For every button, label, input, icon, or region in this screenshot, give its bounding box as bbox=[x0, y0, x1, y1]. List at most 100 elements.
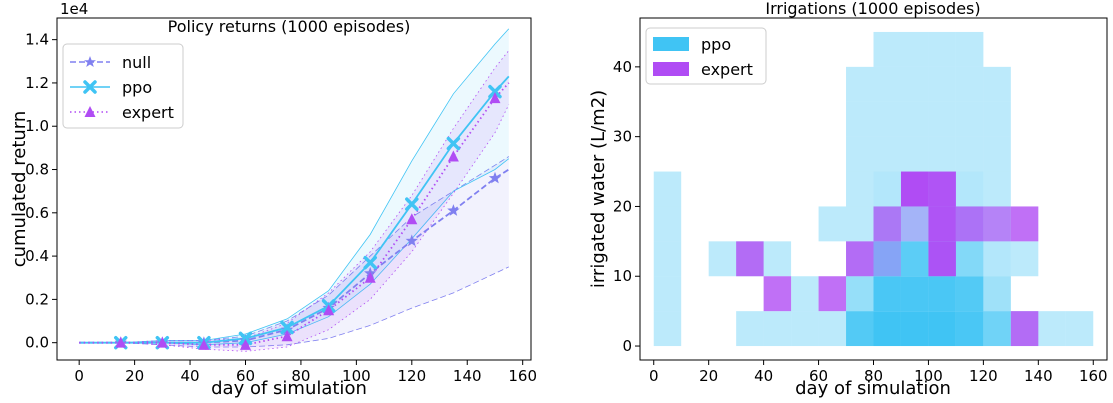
cell-ppo bbox=[955, 66, 984, 102]
cell-ppo bbox=[928, 311, 956, 347]
cell-ppo bbox=[1010, 241, 1039, 277]
cell-ppo bbox=[846, 206, 874, 242]
marker-expert bbox=[489, 92, 501, 104]
y-axis-label: cumulated return bbox=[9, 111, 30, 268]
legend-item-expert: expert bbox=[653, 60, 753, 79]
y-tick-label: 0.8 bbox=[25, 161, 49, 179]
cell-expert bbox=[1010, 206, 1039, 242]
cell-ppo bbox=[846, 276, 874, 312]
cell-ppo bbox=[763, 311, 792, 347]
cell-ppo bbox=[873, 101, 901, 137]
legend-label-expert: expert bbox=[701, 60, 753, 79]
legend-item-ppo: ppo bbox=[653, 35, 731, 54]
y-tick-label: 1.4 bbox=[25, 31, 49, 49]
y-tick-label: 1.2 bbox=[25, 74, 49, 92]
cell-ppo bbox=[818, 311, 847, 347]
x-tick-label: 0 bbox=[649, 367, 659, 385]
cell-ppo bbox=[928, 31, 956, 67]
x-tick-label: 100 bbox=[342, 367, 371, 385]
cell-ppo bbox=[736, 311, 764, 347]
cell-ppo bbox=[955, 31, 984, 67]
y-tick-label: 30 bbox=[613, 128, 632, 146]
series-markers bbox=[114, 84, 502, 350]
cell-ppo bbox=[846, 136, 874, 172]
cell-ppo bbox=[983, 276, 1011, 312]
marker-null bbox=[447, 204, 460, 216]
cell-ppo bbox=[955, 241, 984, 277]
cell-expert bbox=[928, 206, 956, 242]
legend-label-expert: expert bbox=[122, 103, 174, 122]
histogram-cells bbox=[653, 31, 1094, 347]
cell-ppo bbox=[846, 171, 874, 207]
marker-ppo bbox=[280, 320, 294, 335]
band-null bbox=[79, 156, 509, 347]
legend-item-ppo: ppo bbox=[70, 78, 152, 97]
cell-ppo bbox=[900, 206, 929, 242]
band-lower-expert bbox=[79, 104, 510, 352]
marker-expert bbox=[198, 338, 210, 350]
x-tick-label: 160 bbox=[508, 367, 537, 385]
cell-ppo bbox=[653, 241, 682, 277]
cell-ppo bbox=[873, 66, 901, 102]
marker-expert bbox=[364, 271, 376, 283]
legend-label-null: null bbox=[122, 53, 151, 72]
returns-chart: 0 20 40 60 80 100 120 140 160 0.0 0.2 0.4 0.6 0.8 1.0… bbox=[9, 0, 537, 399]
x-tick-label: 140 bbox=[1024, 367, 1053, 385]
cell-ppo bbox=[653, 206, 682, 242]
offset-text: 1e4 bbox=[60, 0, 88, 18]
band-expert bbox=[79, 50, 509, 352]
marker-ppo bbox=[238, 331, 253, 346]
y-axis-label: irrigated water (L/m2) bbox=[588, 90, 609, 288]
x-axis-ticks: 0 20 40 60 80 100 120 140 160 bbox=[74, 360, 537, 385]
x-axis-label: day of simulation bbox=[211, 378, 367, 399]
legend-label-ppo: ppo bbox=[122, 78, 152, 97]
cell-expert bbox=[736, 241, 764, 277]
cell-ppo bbox=[900, 136, 929, 172]
x-tick-label: 120 bbox=[969, 367, 998, 385]
y-tick-label: 10 bbox=[613, 267, 632, 285]
cell-expert bbox=[873, 206, 901, 242]
cell-ppo bbox=[1065, 311, 1094, 347]
cell-ppo bbox=[900, 311, 929, 347]
cell-ppo bbox=[900, 241, 929, 277]
x-tick-label: 80 bbox=[864, 367, 883, 385]
cell-ppo bbox=[900, 31, 929, 67]
cell-ppo bbox=[900, 101, 929, 137]
cell-ppo bbox=[900, 66, 929, 102]
x-tick-label: 60 bbox=[236, 367, 255, 385]
cell-ppo bbox=[928, 276, 956, 312]
marker-null bbox=[488, 171, 502, 184]
cell-ppo bbox=[983, 311, 1011, 347]
marker-expert bbox=[406, 213, 418, 225]
marker-null bbox=[405, 234, 418, 247]
x-marker-icon bbox=[83, 80, 97, 94]
cell-ppo bbox=[983, 101, 1011, 137]
plot-frame bbox=[56, 17, 532, 361]
x-tick-label: 40 bbox=[754, 367, 773, 385]
cell-ppo bbox=[846, 66, 874, 102]
cell-expert bbox=[873, 241, 901, 277]
cell-ppo bbox=[928, 101, 956, 137]
x-axis-ticks: 0 20 40 60 80 100 120 140 160 bbox=[649, 360, 1108, 385]
cell-ppo bbox=[873, 171, 901, 207]
cell-expert bbox=[846, 241, 874, 277]
x-tick-label: 80 bbox=[291, 367, 310, 385]
cell-ppo bbox=[708, 241, 737, 277]
y-axis-ticks: 0.0 0.2 0.4 0.6 0.8 1.0 1.2 1.4 bbox=[25, 31, 57, 352]
cell-ppo bbox=[955, 136, 984, 172]
star-icon bbox=[84, 56, 96, 67]
cell-ppo bbox=[983, 136, 1011, 172]
legend-label-ppo: ppo bbox=[701, 35, 731, 54]
cell-ppo bbox=[983, 171, 1011, 207]
marker-expert bbox=[239, 338, 251, 350]
marker-expert bbox=[281, 330, 293, 342]
cell-ppo bbox=[1038, 311, 1066, 347]
cell-ppo bbox=[955, 171, 984, 207]
marker-expert bbox=[447, 150, 459, 162]
marker-ppo bbox=[405, 197, 419, 211]
marker-expert bbox=[115, 336, 127, 348]
cell-ppo bbox=[818, 206, 847, 242]
x-tick-label: 20 bbox=[125, 367, 144, 385]
cell-expert bbox=[763, 276, 792, 312]
